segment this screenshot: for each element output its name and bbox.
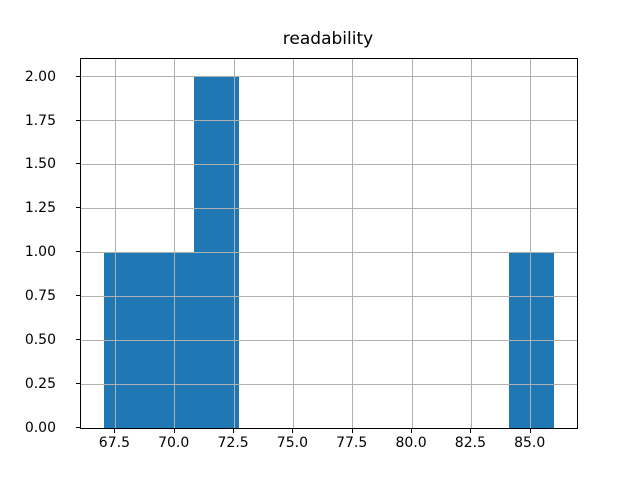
gridline-vertical	[233, 59, 235, 428]
x-tick-mark	[529, 429, 531, 433]
gridline-horizontal	[81, 163, 577, 165]
gridline-horizontal	[81, 207, 577, 209]
y-tick-mark	[76, 339, 80, 341]
gridline-horizontal	[81, 251, 577, 253]
x-tick-mark	[114, 429, 116, 433]
y-tick-label: 2.00	[24, 68, 56, 85]
x-tick-mark	[173, 429, 175, 433]
x-tick-label: 80.0	[395, 435, 427, 451]
gridline-horizontal	[81, 295, 577, 297]
gridline-horizontal	[81, 383, 577, 385]
y-tick-mark	[76, 427, 80, 428]
plot-area	[80, 58, 578, 429]
gridline-vertical	[174, 59, 176, 428]
y-tick-mark	[76, 75, 80, 77]
gridline-vertical	[530, 59, 532, 428]
gridline-vertical	[352, 59, 354, 428]
y-tick-mark	[76, 251, 80, 253]
x-tick-label: 85.0	[514, 435, 546, 451]
x-tick-mark	[233, 429, 235, 433]
x-tick-label: 70.0	[158, 435, 190, 451]
y-tick-label: 1.00	[24, 244, 56, 261]
y-tick-mark	[76, 207, 80, 209]
x-tick-mark	[292, 429, 294, 433]
x-tick-label: 75.0	[276, 435, 308, 451]
y-tick-label: 0.50	[24, 332, 56, 349]
x-tick-mark	[411, 429, 413, 433]
gridline-horizontal	[81, 339, 577, 341]
y-tick-label: 1.75	[24, 112, 56, 129]
y-tick-mark	[76, 163, 80, 165]
y-tick-label: 0.00	[24, 420, 56, 436]
gridline-horizontal	[81, 76, 577, 78]
x-tick-label: 67.5	[98, 435, 130, 451]
y-tick-label: 1.25	[24, 200, 56, 217]
y-tick-mark	[76, 295, 80, 297]
y-tick-label: 0.25	[24, 376, 56, 393]
gridline-vertical	[470, 59, 472, 428]
x-tick-label: 72.5	[217, 435, 249, 451]
gridline-horizontal	[81, 120, 577, 121]
gridline-vertical	[411, 59, 413, 428]
gridline-vertical	[114, 59, 116, 428]
y-tick-label: 1.50	[24, 156, 56, 173]
x-tick-mark	[470, 429, 472, 433]
x-tick-label: 77.5	[336, 435, 368, 451]
y-tick-mark	[76, 383, 80, 385]
gridline-vertical	[292, 59, 294, 428]
x-tick-label: 82.5	[454, 435, 486, 451]
y-tick-label: 0.75	[24, 288, 56, 305]
y-tick-mark	[76, 119, 80, 121]
x-tick-mark	[351, 429, 353, 433]
chart-title: readability	[282, 29, 374, 49]
